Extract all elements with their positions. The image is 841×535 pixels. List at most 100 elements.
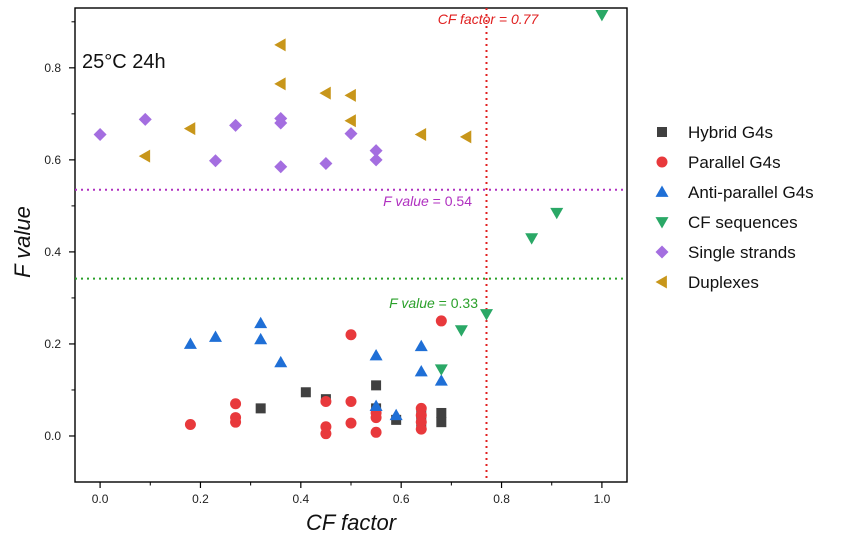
data-point (274, 355, 288, 368)
data-point (319, 86, 331, 100)
legend-marker (656, 156, 668, 168)
y-tick-label: 0.0 (44, 429, 61, 443)
legend-marker (655, 245, 669, 259)
y-axis: 0.0 0.2 0.4 0.6 0.8 (44, 21, 75, 443)
legend: Hybrid G4s Parallel G4s Anti-parallel G4s C… (655, 123, 814, 292)
annotation-prefix: F value (383, 193, 429, 209)
data-point (345, 329, 357, 341)
data-point (254, 316, 268, 329)
data-point (345, 417, 357, 429)
data-point (300, 387, 311, 398)
legend-label: Parallel G4s (688, 153, 781, 172)
data-point (436, 407, 447, 418)
data-point (459, 130, 472, 144)
data-point (274, 160, 288, 174)
annotation-prefix: CF factor = 0.77 (438, 11, 540, 27)
threshold-annotation: CF factor = 0.77 (438, 11, 540, 27)
data-point (319, 157, 333, 171)
data-point (434, 364, 448, 376)
y-tick-label: 0.2 (44, 337, 61, 351)
data-point (344, 127, 358, 141)
y-axis-title: F value (10, 206, 35, 278)
x-axis-title: CF factor (306, 510, 398, 535)
data-point (345, 395, 357, 407)
data-point (138, 149, 151, 163)
data-point (370, 426, 382, 438)
data-point (254, 332, 268, 345)
annotation-value: = 0.33 (435, 295, 478, 311)
y-tick-label: 0.6 (44, 153, 61, 167)
data-point (415, 423, 427, 435)
legend-marker (655, 185, 669, 197)
data-point (414, 128, 427, 142)
series-anti-parallel-g4s (183, 316, 448, 421)
data-point (414, 339, 428, 352)
legend-label: CF sequences (688, 213, 798, 232)
data-point (274, 77, 286, 91)
legend-marker (657, 127, 667, 137)
data-point (209, 154, 223, 168)
series-single-strands (93, 111, 383, 174)
data-point (436, 417, 447, 428)
data-point (230, 398, 242, 410)
legend-label: Anti-parallel G4s (688, 183, 814, 202)
x-tick-label: 0.8 (493, 492, 510, 506)
plot-area (74, 7, 628, 483)
data-point (389, 408, 403, 421)
data-point (229, 118, 243, 132)
legend-marker (655, 217, 669, 229)
corner-label: 25°C 24h (82, 51, 166, 73)
data-point (595, 10, 609, 22)
legend-marker (655, 275, 667, 289)
data-point (320, 428, 332, 440)
data-point (435, 315, 447, 327)
data-point (230, 416, 242, 428)
data-point (344, 114, 356, 128)
x-tick-label: 0.2 (192, 492, 209, 506)
data-point (369, 153, 383, 167)
x-axis: 0.0 0.2 0.4 0.6 0.8 1.0 (92, 482, 611, 506)
data-point (369, 348, 383, 361)
annotation-value: = 0.54 (429, 193, 472, 209)
legend-label: Single strands (688, 243, 796, 262)
data-point (320, 395, 332, 407)
x-tick-label: 0.4 (292, 492, 309, 506)
data-point (274, 38, 286, 52)
data-point (344, 88, 356, 102)
data-point (371, 380, 382, 391)
data-point (183, 122, 196, 136)
data-point (274, 116, 288, 130)
threshold-annotation: F value = 0.33 (389, 295, 478, 311)
plot-frame (74, 7, 628, 483)
series-parallel-g4s (184, 315, 447, 440)
data-point (370, 412, 382, 424)
x-tick-label: 1.0 (594, 492, 611, 506)
data-point (255, 403, 266, 414)
x-tick-label: 0.6 (393, 492, 410, 506)
data-point (550, 207, 564, 220)
data-point (525, 233, 539, 245)
legend-label: Duplexes (688, 273, 759, 292)
x-tick-label: 0.0 (92, 492, 109, 506)
data-point (479, 309, 493, 321)
data-point (434, 374, 448, 386)
data-point (138, 112, 152, 126)
reference-lines: CF factor = 0.77F value = 0.54F value = … (75, 8, 627, 482)
data-point (93, 128, 107, 142)
y-tick-label: 0.4 (44, 245, 61, 259)
y-tick-label: 0.8 (44, 61, 61, 75)
data-points (93, 10, 609, 440)
data-point (209, 330, 223, 342)
annotation-prefix: F value (389, 295, 435, 311)
data-point (454, 325, 468, 337)
series-duplexes (138, 38, 472, 163)
data-point (369, 399, 383, 411)
data-point (183, 337, 197, 349)
series-cf-sequences (434, 10, 609, 376)
data-point (184, 418, 196, 430)
legend-label: Hybrid G4s (688, 123, 773, 142)
data-point (369, 144, 383, 158)
threshold-annotation: F value = 0.54 (383, 193, 472, 209)
data-point (414, 365, 428, 377)
